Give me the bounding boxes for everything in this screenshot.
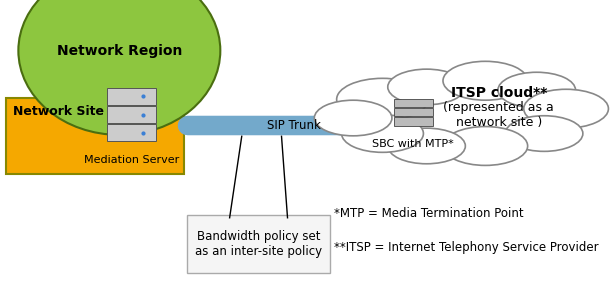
- FancyBboxPatch shape: [394, 117, 433, 126]
- FancyBboxPatch shape: [6, 98, 184, 174]
- Circle shape: [388, 69, 465, 105]
- Circle shape: [315, 100, 392, 136]
- Circle shape: [388, 128, 465, 164]
- FancyBboxPatch shape: [394, 99, 433, 107]
- Circle shape: [506, 116, 583, 151]
- Circle shape: [524, 89, 608, 128]
- FancyBboxPatch shape: [106, 106, 157, 123]
- FancyBboxPatch shape: [187, 215, 330, 273]
- Circle shape: [498, 72, 575, 108]
- Ellipse shape: [18, 0, 220, 135]
- Text: Network Region: Network Region: [57, 44, 182, 58]
- Text: ITSP cloud**: ITSP cloud**: [450, 86, 547, 100]
- Text: (represented as a
network site ): (represented as a network site ): [444, 101, 554, 129]
- Circle shape: [443, 126, 528, 166]
- Circle shape: [337, 78, 428, 121]
- Text: Bandwidth policy set
as an inter-site policy: Bandwidth policy set as an inter-site po…: [195, 230, 322, 258]
- Circle shape: [341, 115, 424, 152]
- Text: **ITSP = Internet Telephony Service Provider: **ITSP = Internet Telephony Service Prov…: [334, 241, 598, 254]
- FancyBboxPatch shape: [394, 108, 433, 116]
- Text: *MTP = Media Termination Point: *MTP = Media Termination Point: [334, 207, 523, 220]
- Text: Network Site: Network Site: [13, 105, 105, 118]
- FancyBboxPatch shape: [106, 88, 157, 105]
- Text: SBC with MTP*: SBC with MTP*: [372, 139, 454, 149]
- FancyBboxPatch shape: [106, 124, 157, 141]
- Circle shape: [443, 61, 528, 100]
- Text: SIP Trunk: SIP Trunk: [267, 119, 321, 132]
- Text: Mediation Server: Mediation Server: [84, 155, 179, 165]
